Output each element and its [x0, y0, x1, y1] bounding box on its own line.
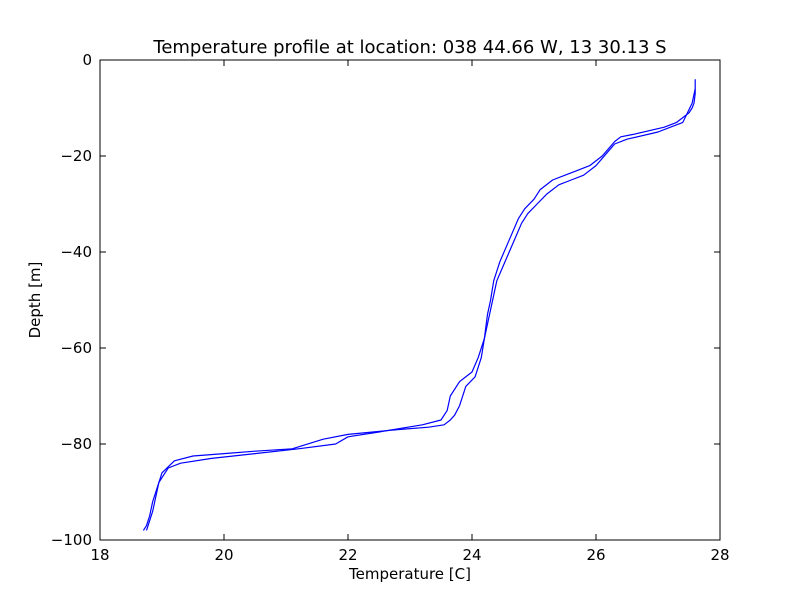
y-axis-ticks: 0 −20 −40 −60 −80 −100	[51, 51, 720, 549]
chart-title: Temperature profile at location: 038 44.…	[152, 37, 666, 58]
plot-area: 18 20 22 24 26 28 0 −20 −40 −60 −80 −100	[51, 51, 730, 564]
x-tick-label: 26	[586, 546, 605, 564]
y-tick-label: 0	[82, 51, 92, 69]
y-tick-label: −80	[60, 435, 92, 453]
x-tick-label: 28	[710, 546, 729, 564]
y-tick-label: −40	[60, 243, 92, 261]
y-tick-label: −100	[51, 531, 92, 549]
x-axis-ticks: 18 20 22 24 26 28	[90, 60, 730, 564]
profile-line-1	[145, 79, 696, 531]
x-tick-label: 24	[462, 546, 481, 564]
plot-frame	[99, 59, 721, 541]
series-layer	[142, 79, 696, 531]
y-axis-label: Depth [m]	[26, 262, 44, 339]
x-tick-label: 18	[90, 546, 109, 564]
y-tick-label: −60	[60, 339, 92, 357]
x-axis-label: Temperature [C]	[348, 565, 471, 583]
profile-line-2	[142, 88, 696, 531]
y-tick-label: −20	[60, 147, 92, 165]
x-tick-label: 20	[214, 546, 233, 564]
x-tick-label: 22	[338, 546, 357, 564]
